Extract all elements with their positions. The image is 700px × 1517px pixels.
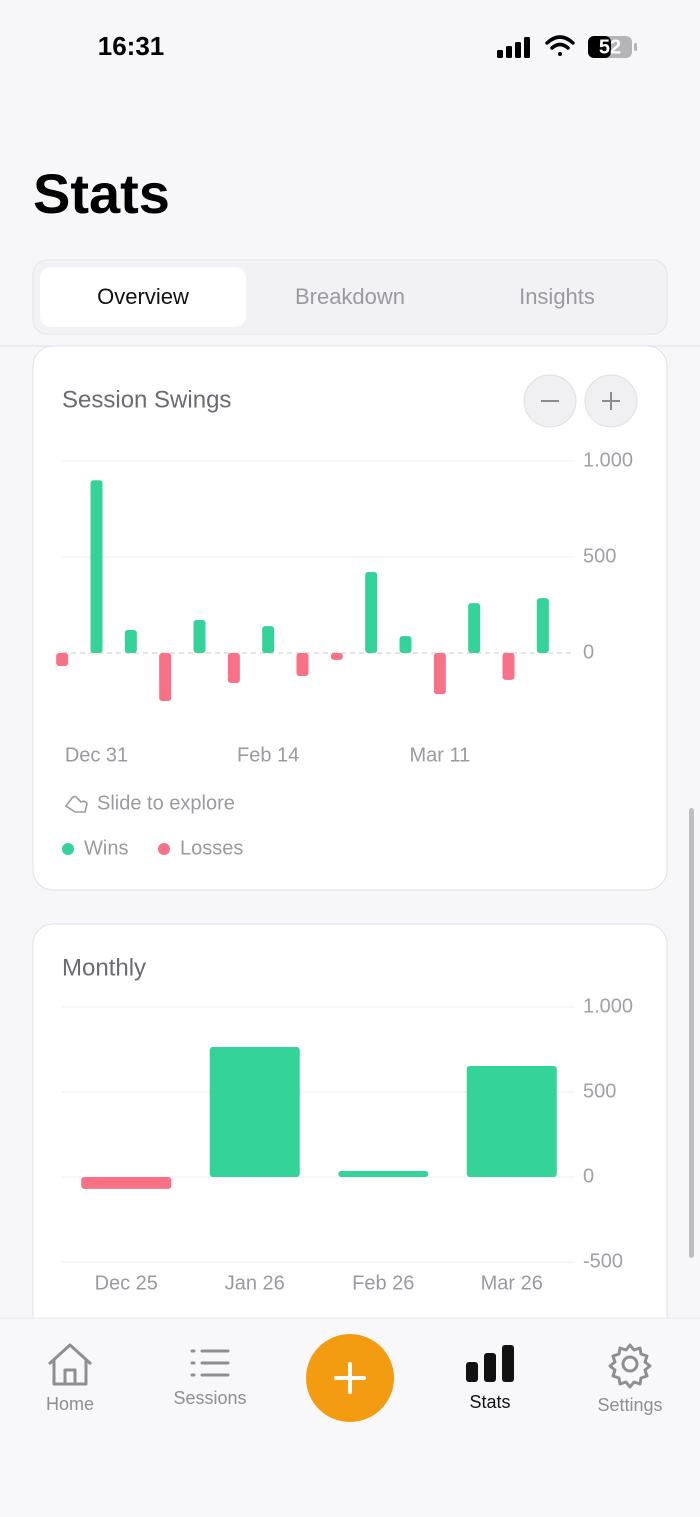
bar — [193, 619, 206, 653]
tab[interactable]: Overview — [97, 284, 189, 309]
bar — [56, 653, 69, 667]
card-title: Session Swings — [62, 386, 231, 413]
home-icon[interactable] — [47, 1343, 93, 1386]
stats-icon[interactable] — [466, 1345, 514, 1382]
bar — [227, 653, 240, 683]
y-tick-label: 500 — [583, 545, 616, 567]
x-tick-label: Mar 11 — [409, 744, 470, 766]
x-tick-label: Dec 31 — [65, 744, 128, 766]
tab-selected[interactable] — [40, 267, 246, 327]
bar — [296, 653, 309, 677]
legend-dot — [62, 843, 74, 855]
bar — [209, 1046, 300, 1177]
battery-level — [588, 36, 611, 58]
y-tick-label: 500 — [583, 1080, 616, 1102]
legend-dot — [158, 843, 170, 855]
x-tick-label: Dec 25 — [95, 1272, 158, 1294]
monthly-chart: 1.000 500 0 -500 Dec 25 Jan 26 Feb 26 Mar 26 — [62, 995, 633, 1294]
bar — [124, 629, 137, 653]
y-tick-label: 1.000 — [583, 995, 633, 1017]
scrollbar — [689, 808, 694, 1258]
legend-label: Losses — [180, 837, 243, 859]
bar — [433, 653, 446, 695]
session-swings-chart: 1.000 500 0 Dec 31 Feb 14 Mar 11 Wins Losses — [56, 449, 633, 859]
bar — [466, 1065, 557, 1177]
bar — [502, 653, 515, 680]
wifi-icon — [545, 35, 575, 56]
sessions-icon[interactable] — [190, 1349, 230, 1377]
bar — [159, 653, 172, 701]
battery-tip — [634, 43, 637, 51]
tab-bar-label[interactable]: Home — [46, 1394, 94, 1414]
bar — [468, 603, 481, 653]
y-tick-label: -500 — [583, 1250, 623, 1272]
x-tick-label: Mar 26 — [481, 1272, 543, 1294]
settings-icon[interactable] — [608, 1343, 652, 1389]
x-tick-label: Jan 26 — [225, 1272, 285, 1294]
signal-icon — [497, 37, 530, 58]
tab[interactable]: Breakdown — [295, 284, 405, 309]
bar — [330, 653, 343, 660]
bar — [81, 1177, 172, 1189]
card — [32, 345, 668, 891]
tab-bar-label[interactable]: Stats — [469, 1392, 510, 1412]
add-icon — [334, 1362, 366, 1394]
card-title: Monthly — [62, 954, 146, 981]
y-tick-label: 0 — [583, 1165, 594, 1187]
page-title: Stats — [33, 162, 170, 225]
bar — [338, 1171, 429, 1177]
y-tick-label: 0 — [583, 641, 594, 663]
status-time: 16:31 — [98, 31, 165, 61]
hand-icon — [64, 795, 88, 813]
bar — [365, 571, 378, 653]
tab-bar-label[interactable]: Settings — [597, 1395, 662, 1415]
y-tick-label: 1.000 — [583, 449, 633, 471]
tab-bar-label[interactable]: Sessions — [173, 1388, 246, 1408]
battery-text: 52 — [599, 36, 621, 58]
tab[interactable]: Insights — [519, 284, 595, 309]
plus-icon — [602, 392, 620, 410]
bar — [399, 636, 412, 653]
bar — [262, 626, 275, 653]
bar — [536, 598, 549, 653]
bar — [90, 480, 103, 653]
x-tick-label: Feb 14 — [237, 744, 299, 766]
legend-label: Wins — [84, 837, 128, 859]
hint: Slide to explore — [97, 792, 235, 814]
x-tick-label: Feb 26 — [352, 1272, 414, 1294]
